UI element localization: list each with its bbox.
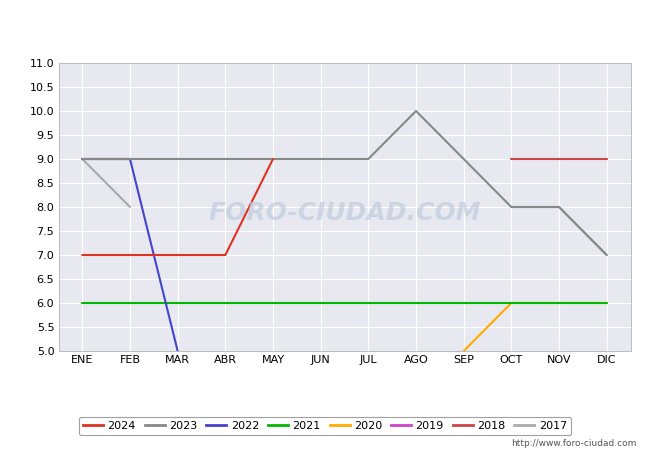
Text: http://www.foro-ciudad.com: http://www.foro-ciudad.com	[512, 439, 637, 448]
Legend: 2024, 2023, 2022, 2021, 2020, 2019, 2018, 2017: 2024, 2023, 2022, 2021, 2020, 2019, 2018…	[79, 417, 571, 436]
Text: Afiliados en Algar de Mesa a 31/5/2024: Afiliados en Algar de Mesa a 31/5/2024	[148, 18, 502, 36]
Text: FORO-CIUDAD.COM: FORO-CIUDAD.COM	[208, 201, 481, 225]
